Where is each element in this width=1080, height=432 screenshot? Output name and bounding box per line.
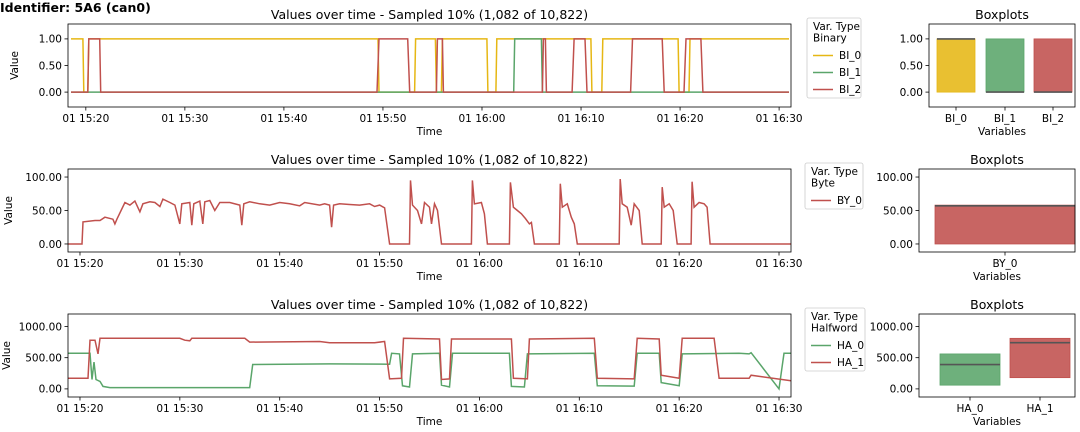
chart-title: Boxplots	[970, 152, 1024, 167]
x-tick-label: 01 15:20	[62, 113, 109, 125]
y-axis-label: Value	[1, 341, 13, 370]
box-bi_1	[985, 38, 1025, 93]
box-ha_0	[939, 353, 1001, 386]
x-tick-label: 01 16:20	[656, 258, 703, 270]
x-tick-label: 01 15:20	[56, 403, 103, 415]
x-axis-label: Variables	[978, 126, 1026, 138]
chart-title: Values over time - Sampled 10% (1,082 of…	[271, 152, 588, 167]
plot-frame	[918, 313, 1076, 398]
y-tick-label: 100.00	[876, 172, 913, 184]
x-tick-label: 01 16:10	[558, 113, 605, 125]
box-by_0	[934, 204, 1076, 245]
x-tick-label: 01 16:20	[657, 113, 704, 125]
y-tick-label: 0.50	[900, 60, 923, 72]
legend-box	[804, 307, 866, 372]
y-tick-label: 1000.00	[19, 321, 62, 333]
y-tick-label: 0.00	[890, 239, 913, 251]
x-tick-label: 01 16:10	[556, 403, 603, 415]
x-tick-label: 01 15:30	[161, 113, 208, 125]
x-axis-label: Time	[416, 126, 443, 138]
y-tick-label: 1.00	[900, 34, 923, 46]
legend-label-bi_2: BI_2	[839, 84, 861, 96]
box-bi_0	[936, 38, 976, 93]
x-tick-label: 01 15:20	[56, 258, 103, 270]
chart-title: Boxplots	[975, 7, 1029, 22]
x-tick-label: 01 15:50	[356, 258, 403, 270]
y-tick-label: 0.00	[39, 87, 62, 99]
series-line-ha_1	[68, 337, 791, 382]
x-tick-label: BI_0	[945, 113, 967, 125]
x-tick-label: 01 16:20	[656, 403, 703, 415]
x-axis-label: Time	[416, 271, 443, 283]
y-tick-label: 500.00	[876, 352, 913, 364]
x-tick-label: 01 15:30	[156, 403, 203, 415]
y-tick-label: 0.50	[39, 60, 62, 72]
y-tick-label: 0.00	[900, 87, 923, 99]
series-line-ha_0	[68, 351, 791, 391]
legend-box	[806, 17, 862, 99]
page-title: Identifier: 5A6 (can0)	[0, 0, 151, 15]
x-tick-label: BI_1	[994, 113, 1016, 125]
x-tick-label: 01 15:50	[359, 113, 406, 125]
x-tick-label: 01 16:30	[756, 403, 803, 415]
series-line-bi_0	[71, 38, 789, 93]
y-tick-label: 100.00	[25, 172, 62, 184]
plot-frame	[67, 23, 792, 108]
box-ha_1	[1009, 337, 1071, 379]
legend-label-ha_1: HA_1	[837, 357, 864, 369]
legend-label-bi_1: BI_1	[839, 67, 861, 79]
legend-title: Halfword	[811, 323, 858, 335]
y-tick-label: 0.00	[890, 384, 913, 396]
x-tick-label: BI_2	[1042, 113, 1064, 125]
legend-title: Var. Type	[811, 311, 858, 323]
y-tick-label: 1.00	[39, 34, 62, 46]
box-bi_2	[1033, 38, 1073, 93]
chart-title: Boxplots	[970, 297, 1024, 312]
y-tick-label: 0.00	[39, 239, 62, 251]
legend-label-by_0: BY_0	[837, 195, 862, 207]
legend-label-bi_0: BI_0	[839, 50, 861, 62]
legend-title: Var. Type	[811, 166, 858, 178]
legend-title: Binary	[813, 33, 847, 45]
x-tick-label: 01 16:30	[756, 258, 803, 270]
x-tick-label: 01 15:40	[260, 113, 307, 125]
x-axis-label: Variables	[973, 271, 1021, 283]
series-line-bi_2	[71, 38, 789, 93]
legend-title: Var. Type	[813, 21, 860, 33]
y-tick-label: 500.00	[25, 352, 62, 364]
y-tick-label: 50.00	[32, 205, 62, 217]
chart-title: Values over time - Sampled 10% (1,082 of…	[271, 7, 588, 22]
x-tick-label: 01 16:00	[459, 113, 506, 125]
x-tick-label: HA_0	[956, 403, 983, 415]
x-tick-label: 01 15:30	[156, 258, 203, 270]
series-line-by_0	[68, 178, 791, 245]
legend-label-ha_0: HA_0	[837, 340, 864, 352]
legend-title: Byte	[811, 178, 835, 190]
series-line-bi_1	[71, 38, 789, 93]
y-tick-label: 0.00	[39, 384, 62, 396]
x-tick-label: 01 15:50	[356, 403, 403, 415]
x-tick-label: 01 16:30	[756, 113, 803, 125]
x-tick-label: 01 16:00	[456, 403, 503, 415]
plot-frame	[67, 313, 792, 398]
x-tick-label: 01 15:40	[256, 258, 303, 270]
y-axis-label: Value	[9, 51, 21, 80]
y-tick-label: 1000.00	[870, 321, 913, 333]
chart-title: Values over time - Sampled 10% (1,082 of…	[271, 297, 588, 312]
x-tick-label: 01 15:40	[256, 403, 303, 415]
x-tick-label: 01 16:00	[456, 258, 503, 270]
y-axis-label: Value	[3, 196, 15, 225]
x-axis-label: Time	[416, 416, 443, 428]
y-tick-label: 50.00	[883, 205, 913, 217]
legend-box	[804, 162, 864, 210]
x-axis-label: Variables	[973, 416, 1021, 428]
x-tick-label: 01 16:10	[556, 258, 603, 270]
x-tick-label: BY_0	[993, 258, 1018, 270]
x-tick-label: HA_1	[1026, 403, 1053, 415]
